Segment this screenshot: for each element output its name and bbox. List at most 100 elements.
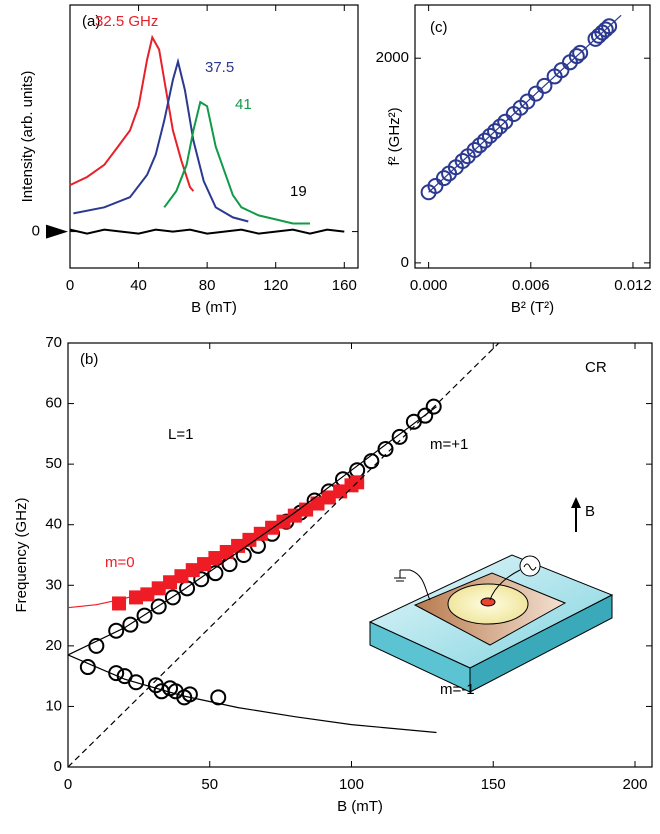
plot-frame — [69, 4, 359, 269]
series-label: m=+1 — [430, 436, 468, 453]
data-circle — [471, 137, 488, 154]
x-tick-label: 200 — [622, 776, 647, 793]
data-circle — [164, 589, 181, 606]
zero-arrow — [46, 224, 68, 239]
x-tick-label: 0 — [64, 776, 72, 793]
data-circle — [122, 616, 139, 633]
y-tick-label: 70 — [45, 334, 62, 351]
data-circle — [181, 686, 198, 703]
series-label: 37.5 — [205, 59, 234, 76]
data-circle — [79, 659, 96, 676]
data-circle — [435, 170, 452, 187]
data-circle — [210, 689, 227, 706]
data-square — [287, 508, 302, 523]
data-circle — [391, 428, 408, 445]
data-circle — [601, 18, 618, 35]
y-tick-label: 2000 — [376, 49, 409, 66]
annotation: B — [585, 503, 595, 520]
y-tick-label: 30 — [45, 576, 62, 593]
data-circle — [466, 142, 483, 159]
series-label: 19 — [290, 183, 307, 200]
y-axis-title: Frequency (GHz) — [13, 497, 30, 612]
data-circle — [487, 123, 504, 140]
plot-frame — [414, 4, 651, 269]
data-square — [310, 496, 325, 511]
y-tick-label: 0 — [401, 254, 409, 271]
x-tick-label: 100 — [339, 776, 364, 793]
series-line — [67, 654, 437, 734]
x-axis-title: B² (T²) — [511, 299, 554, 316]
series-label: m=-1 — [440, 681, 475, 698]
series-line — [67, 342, 500, 768]
data-circle — [597, 21, 614, 38]
x-tick-label: 80 — [199, 277, 216, 294]
data-square — [197, 557, 212, 572]
data-circle — [425, 398, 442, 415]
data-circle — [221, 556, 238, 573]
data-circle — [193, 571, 210, 588]
data-circle — [377, 441, 394, 457]
y-tick-label: 0 — [54, 758, 62, 775]
x-tick-label: 160 — [332, 277, 357, 294]
y-axis-title: Intensity (arb. units) — [19, 71, 36, 203]
x-tick-label: 0.006 — [512, 277, 550, 294]
series-label: CR — [585, 359, 607, 376]
data-square — [242, 532, 257, 547]
data-square — [208, 551, 223, 566]
series-label: 41 — [235, 96, 252, 113]
x-tick-label: 0 — [66, 277, 74, 294]
series-line — [69, 228, 345, 235]
series-line — [163, 100, 310, 225]
data-circle — [481, 127, 498, 144]
panel-label: (a) — [82, 13, 100, 30]
data-circle — [536, 77, 553, 94]
data-circle — [492, 118, 509, 135]
y-tick-label: 60 — [45, 395, 62, 412]
data-circle — [136, 607, 153, 624]
data-circle — [150, 598, 167, 615]
data-square — [321, 490, 336, 505]
data-circle — [363, 453, 380, 470]
data-square — [219, 544, 234, 559]
x-tick-label: 150 — [481, 776, 506, 793]
x-tick-label: 0.000 — [410, 277, 448, 294]
data-circle — [427, 178, 444, 195]
x-axis-title: B (mT) — [191, 299, 237, 316]
data-circle — [454, 152, 471, 169]
data-square — [174, 569, 189, 584]
data-circle — [476, 132, 493, 149]
panel-label: (c) — [430, 19, 448, 36]
plot-frame — [67, 342, 653, 768]
series-line — [428, 14, 622, 193]
y-tick-label: 50 — [45, 455, 62, 472]
data-square — [151, 581, 166, 596]
data-circle — [417, 407, 434, 424]
device-inset — [368, 497, 614, 693]
data-circle — [88, 637, 105, 654]
series-line — [69, 34, 195, 192]
annotation: L=1 — [168, 426, 193, 443]
y-tick-label: 10 — [45, 697, 62, 714]
data-square — [140, 587, 155, 602]
x-tick-label: 0.012 — [614, 277, 652, 294]
series-label: 32.5 GHz — [95, 13, 158, 30]
x-tick-label: 40 — [130, 277, 147, 294]
data-circle — [568, 48, 585, 65]
data-circle — [519, 93, 536, 110]
series-line — [67, 406, 437, 656]
panel-label: (b) — [80, 351, 98, 368]
x-tick-label: 50 — [201, 776, 218, 793]
series-line — [67, 563, 210, 609]
x-axis-title: B (mT) — [337, 798, 383, 815]
data-circle — [553, 62, 570, 79]
data-circle — [108, 622, 125, 639]
data-square — [253, 526, 268, 541]
y-axis-title: f² (GHz²) — [386, 107, 403, 165]
data-square — [333, 484, 348, 499]
data-circle — [128, 674, 145, 691]
x-tick-label: 120 — [263, 277, 288, 294]
y-tick-label: 20 — [45, 637, 62, 654]
series-label: m=0 — [105, 554, 135, 571]
y-tick-label: 0 — [32, 223, 40, 240]
